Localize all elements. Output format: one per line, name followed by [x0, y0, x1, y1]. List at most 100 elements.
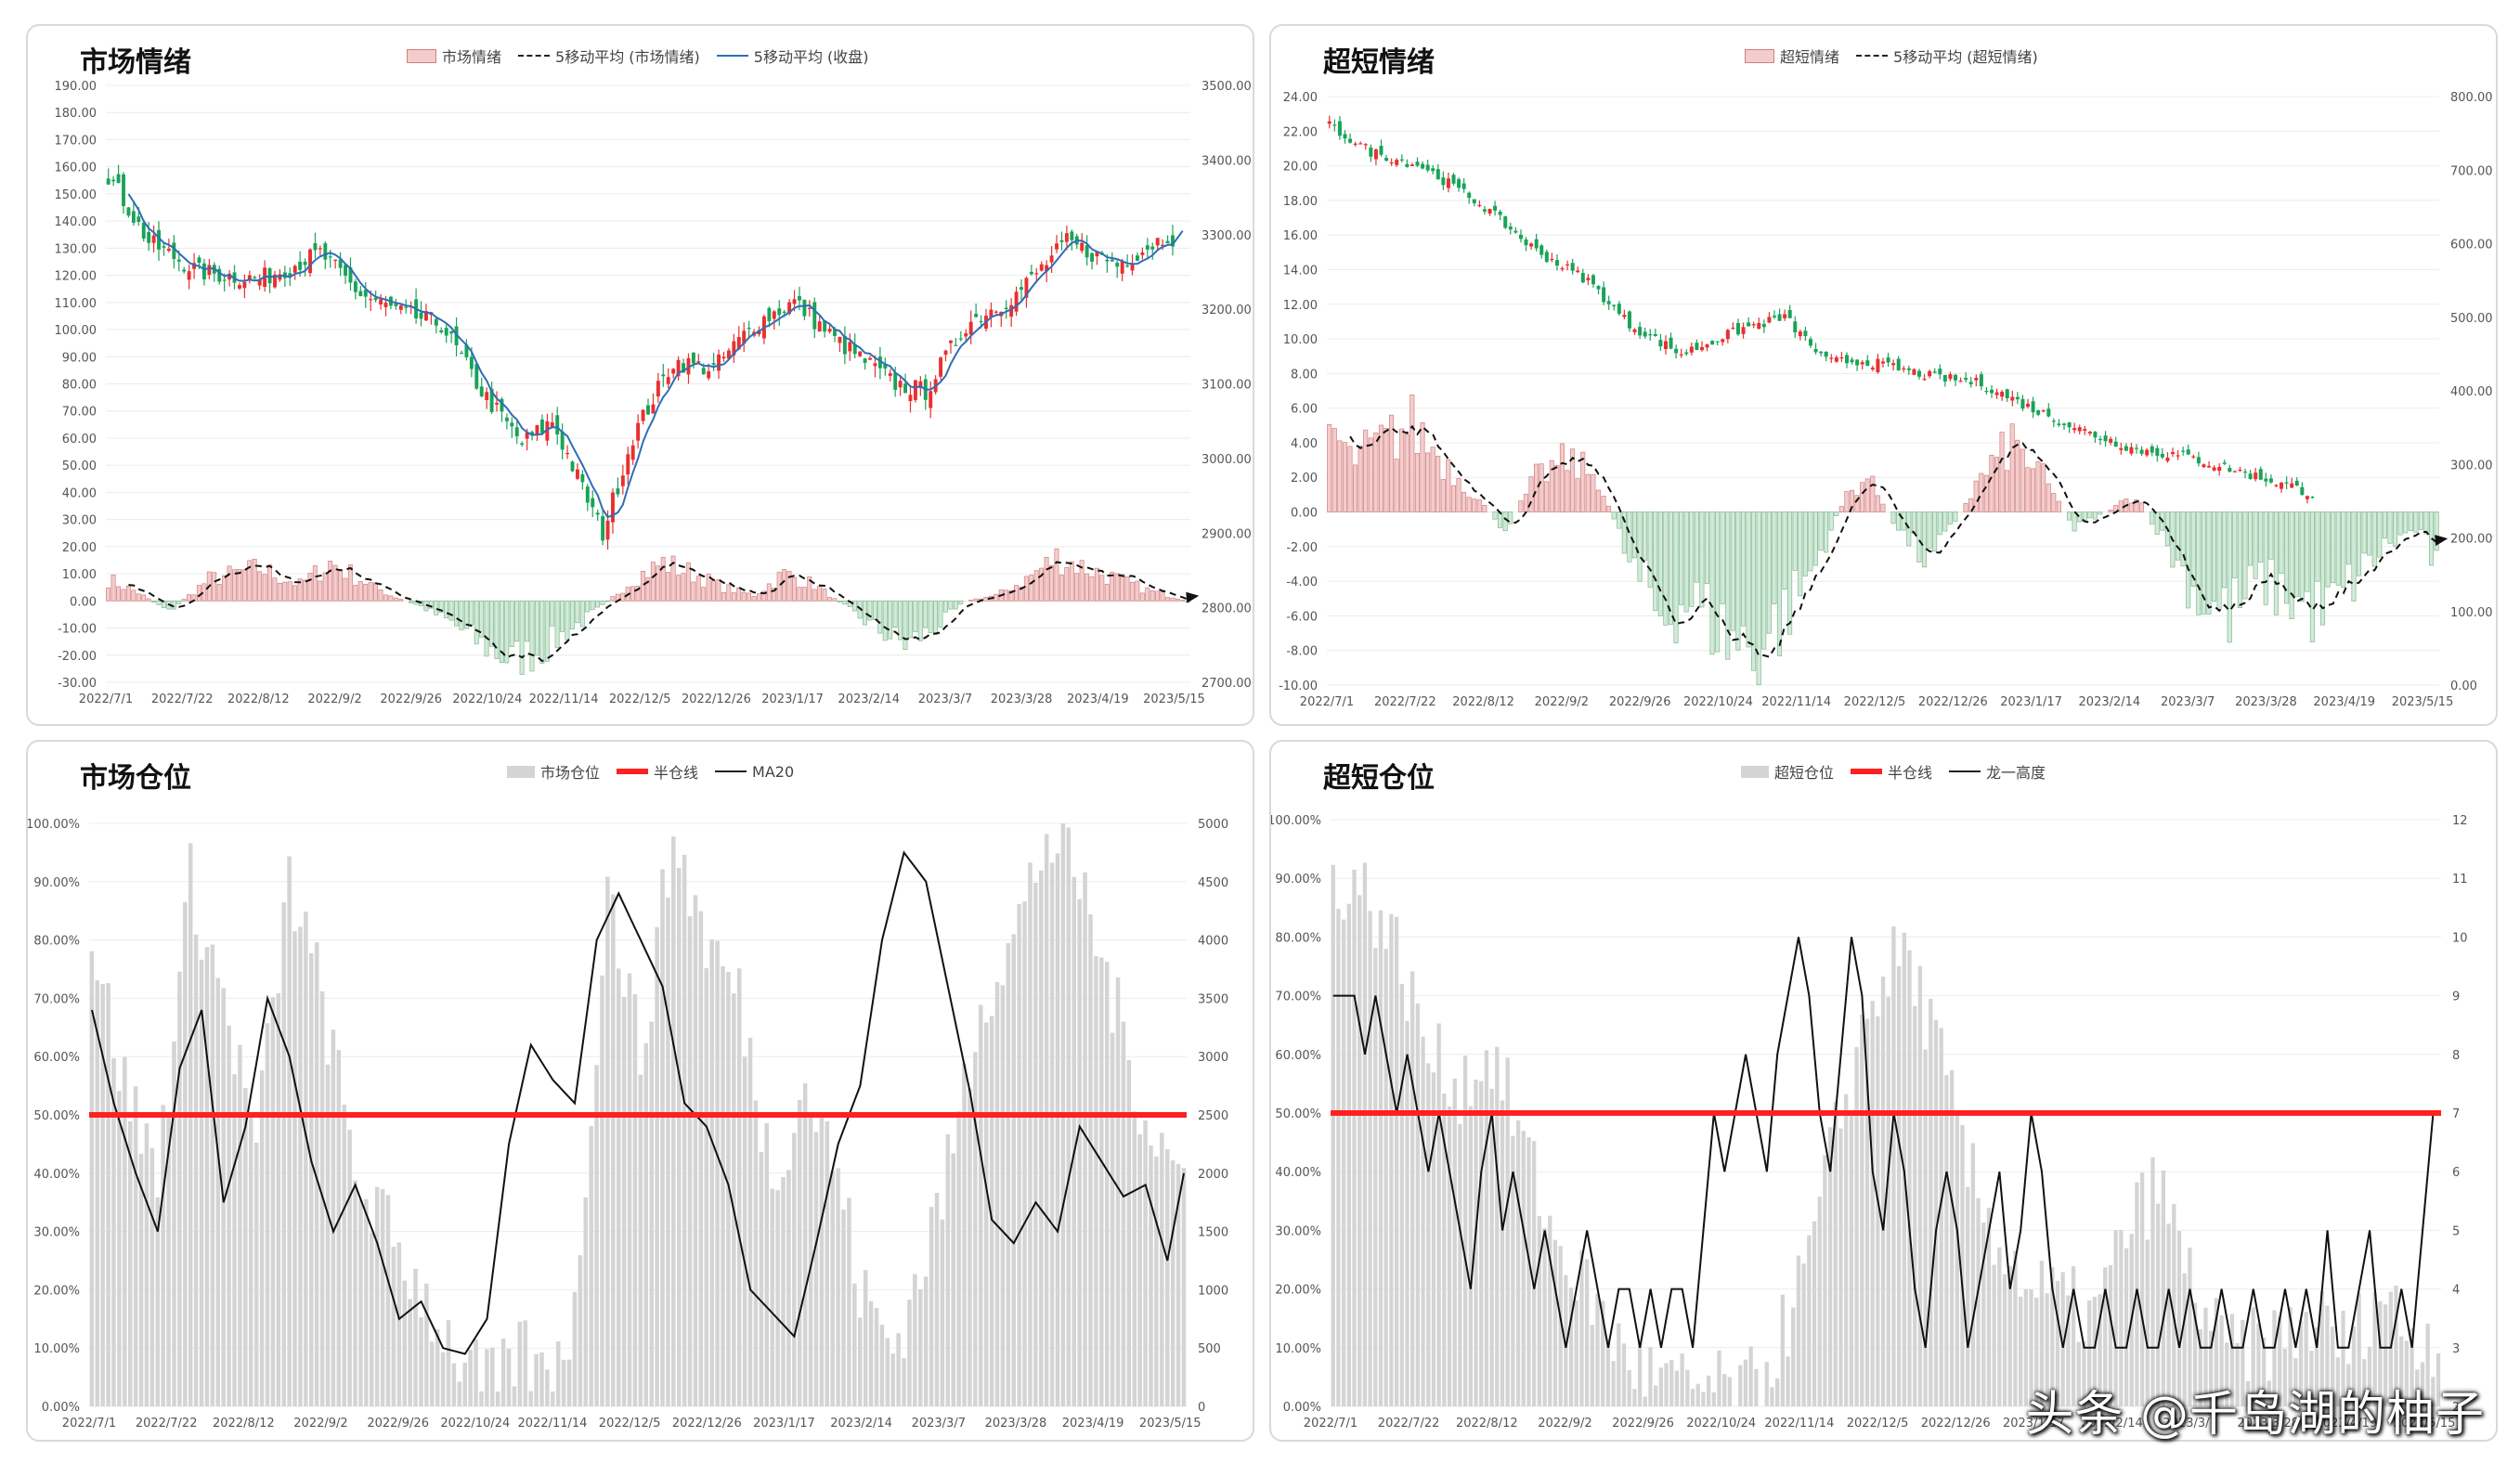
x-tick-label: 2022/7/1 [1300, 695, 1354, 709]
candle-body [495, 402, 499, 405]
position-bar [265, 1023, 270, 1406]
position-bar [193, 934, 199, 1406]
position-bar [2394, 1285, 2398, 1406]
x-tick-label: 2023/5/15 [1143, 693, 1205, 706]
sentiment-bar [1389, 414, 1395, 512]
sentiment-bar [272, 577, 278, 602]
candle-body [1529, 243, 1534, 247]
position-bar [1939, 1028, 1943, 1406]
sentiment-bar [2361, 511, 2367, 554]
sentiment-bar [328, 561, 333, 602]
sentiment-bar [388, 595, 394, 602]
position-bar [1442, 1093, 1447, 1406]
candle-body [948, 340, 953, 343]
x-tick-label: 2022/9/26 [380, 693, 442, 706]
candle-body [303, 261, 307, 265]
sentiment-bar [1435, 456, 1441, 512]
sentiment-bar [877, 600, 883, 634]
y2-tick-label: 400.00 [2450, 385, 2493, 399]
sentiment-bar [1580, 451, 1586, 512]
candle-body [1731, 327, 1735, 330]
y-tick-label: 10.00 [62, 568, 97, 582]
candle-body [510, 422, 514, 427]
y2-tick-label: 3 [2452, 1342, 2460, 1356]
sentiment-bar [2196, 511, 2202, 615]
candle-body [1715, 341, 1720, 343]
candle-body [1979, 374, 1983, 387]
candle-body [1451, 175, 1456, 184]
candle-body [2062, 423, 2067, 426]
candle-body [591, 498, 595, 508]
sentiment-bar [872, 600, 877, 620]
position-bar [572, 1291, 578, 1406]
sentiment-bar [1342, 442, 1347, 512]
sentiment-bar [509, 600, 514, 647]
candle-body [182, 269, 187, 272]
candle-body [1705, 343, 1709, 348]
position-bar [1149, 1145, 1153, 1406]
position-bar [1917, 965, 1923, 1406]
x-tick-label: 2023/2/14 [2079, 695, 2141, 709]
position-bar [2108, 1264, 2113, 1406]
sentiment-bar [504, 600, 510, 664]
candle-body [620, 475, 625, 486]
position-bar [2182, 1273, 2187, 1406]
sentiment-bar [1694, 511, 1699, 583]
position-bar [177, 971, 182, 1406]
x-tick-label: 2022/8/12 [1456, 1417, 1518, 1431]
sentiment-bar [373, 582, 379, 602]
position-bar [1717, 1350, 1721, 1406]
sentiment-bar [1425, 452, 1431, 512]
position-bar [1711, 1392, 1716, 1406]
position-bar [2261, 1337, 2267, 1406]
candle-body [344, 265, 348, 277]
position-bar [2293, 1357, 2298, 1406]
candle-body [1115, 263, 1120, 267]
candle-body [1839, 356, 1844, 359]
sentiment-bar [1549, 460, 1554, 512]
sentiment-bar [544, 600, 550, 662]
candle-body [2083, 429, 2087, 431]
candle-body [1725, 330, 1730, 340]
candle-body [1596, 286, 1601, 290]
position-bar [643, 1042, 649, 1406]
sentiment-bar [1595, 489, 1601, 512]
position-bar [1373, 948, 1378, 1406]
sentiment-bar [942, 600, 948, 613]
sentiment-bar [1446, 459, 1451, 512]
candle-body [1591, 275, 1595, 285]
sentiment-bar [514, 600, 520, 642]
position-bar [2082, 1340, 2086, 1406]
legend-item: 5移动平均 (市场情绪) [518, 45, 700, 67]
sentiment-bar [1373, 432, 1379, 512]
candle-body [2000, 392, 2005, 397]
sentiment-bar [479, 600, 485, 638]
y2-tick-label: 3100.00 [1202, 379, 1252, 393]
position-bar [462, 1362, 467, 1406]
y-tick-label: 0.00% [42, 1401, 80, 1415]
candle-body [1699, 346, 1704, 351]
sentiment-bar [565, 600, 570, 641]
position-bar [500, 1338, 506, 1406]
sentiment-bar [620, 592, 626, 602]
position-bar [1405, 1020, 1409, 1406]
position-bar [1352, 869, 1357, 1406]
candle-body [1912, 369, 1916, 375]
sentiment-bar [2134, 499, 2139, 512]
candle-body [1942, 374, 1947, 382]
candle-body [2248, 473, 2253, 479]
candle-body [777, 308, 782, 316]
position-bar [1992, 1264, 1996, 1406]
sentiment-bar [1683, 511, 1689, 613]
position-bar [144, 1122, 149, 1406]
sentiment-bar [1864, 478, 1870, 512]
position-bar [1738, 1365, 1743, 1406]
candle-body [1876, 358, 1880, 373]
sentiment-bar [1746, 511, 1751, 648]
position-bar [736, 968, 742, 1406]
position-bar [2331, 1327, 2335, 1406]
position-bar [1336, 909, 1341, 1406]
position-bar [2203, 1307, 2208, 1406]
candle-body [1165, 240, 1170, 244]
position-bar [1072, 876, 1076, 1406]
